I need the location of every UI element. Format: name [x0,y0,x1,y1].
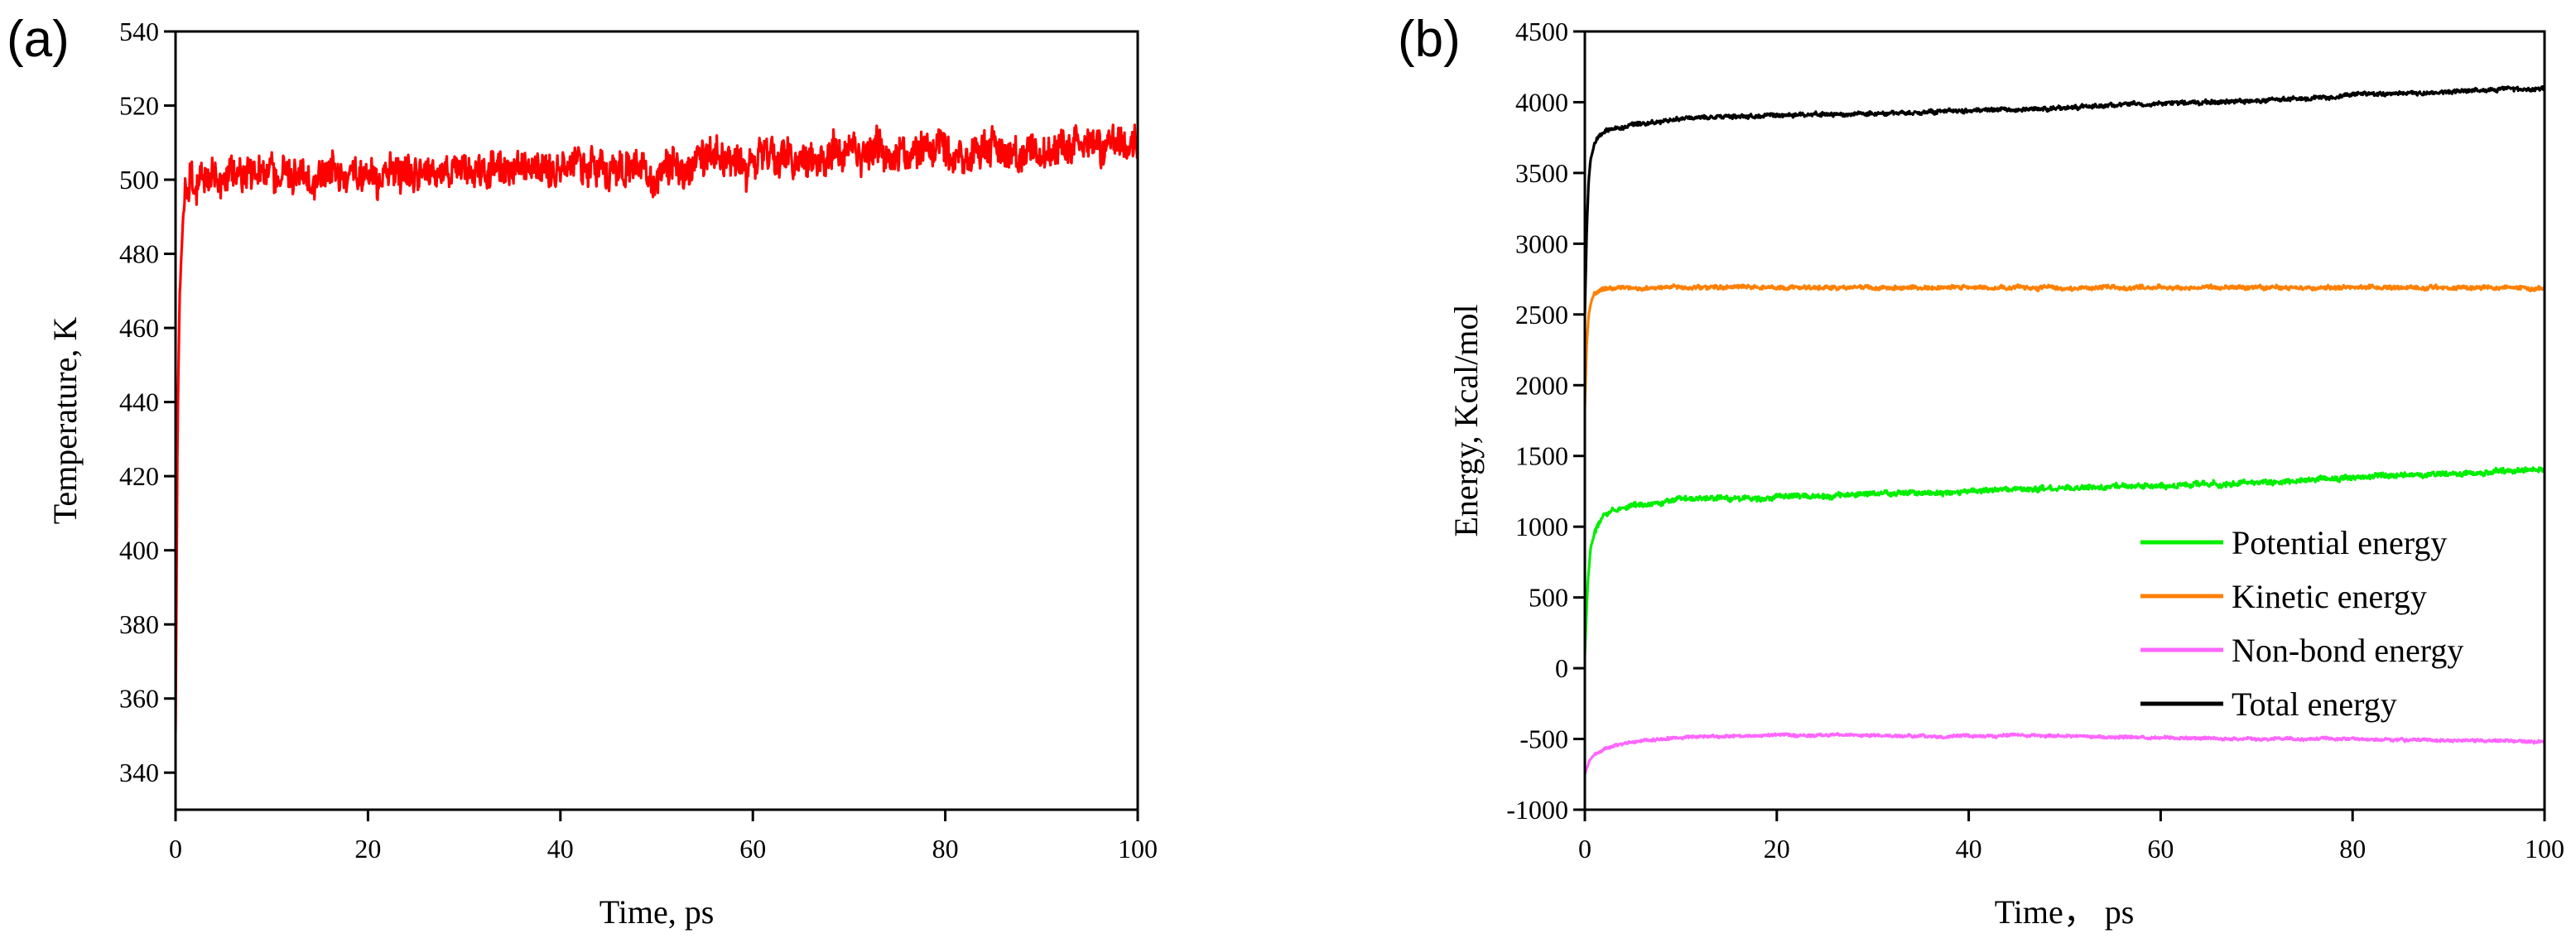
x-tick-label: 100 [1118,834,1158,864]
panel-a-y-ticks: 340 360 380 400 420 440 460 480 500 520 540 [119,17,176,787]
x-tick-label: 60 [2147,834,2174,864]
x-tick-label: 80 [932,834,959,864]
panel-a-plot-lines [176,123,1138,732]
y-tick-label: 500 [1529,583,1568,613]
panel-b-y-ticks: -1000 -500 0 500 1000 1500 2000 2500 3000 3500 400… [1506,17,1585,825]
y-tick-label: 340 [119,758,159,787]
legend-label: Total energy [2232,686,2397,723]
panel-a-label: (a) [7,11,70,68]
legend-label: Potential energy [2232,524,2447,561]
x-tick-label: 100 [2525,834,2564,864]
y-tick-label: 420 [119,461,159,491]
y-tick-label: 0 [1555,653,1568,683]
series-line-total-energy [1585,84,2545,315]
panel-a-x-axis-label: Time, ps [599,893,715,931]
y-tick-label: 360 [119,684,159,714]
x-tick-label: 40 [547,834,574,864]
y-tick-label: 3000 [1515,229,1568,258]
x-tick-label: 20 [354,834,381,864]
series-line-non-bond-energy [1585,732,2545,775]
x-tick-label: 40 [1956,834,1982,864]
panel-b: (b) 0 20 40 60 80 100 -1000 -500 0 500 1000 1500 20… [1398,11,2564,931]
y-tick-label: 540 [119,17,159,46]
y-tick-label: 2500 [1515,300,1568,330]
panel-a-x-ticks: 0 20 40 60 80 100 [169,810,1158,864]
y-tick-label: -1000 [1506,795,1568,825]
y-tick-label: 480 [119,239,159,269]
y-tick-label: 520 [119,91,159,121]
series-line-kinetic-energy [1585,283,2545,407]
y-tick-label: 1000 [1515,512,1568,541]
y-tick-label: 4500 [1515,17,1568,46]
x-tick-label: 0 [169,834,182,864]
panel-a-axes-frame [174,30,1139,811]
series-line-temperature [176,123,1138,732]
panel-b-x-ticks: 0 20 40 60 80 100 [1578,810,2564,864]
x-tick-label: 20 [1764,834,1790,864]
x-tick-label: 0 [1578,834,1591,864]
panel-b-y-axis-label: Energy, Kcal/mol [1447,304,1485,536]
y-tick-label: 440 [119,387,159,417]
y-tick-label: 4000 [1515,87,1568,117]
y-tick-label: 1500 [1515,441,1568,471]
y-tick-label: 400 [119,536,159,565]
y-tick-label: 3500 [1515,158,1568,188]
panel-b-plot-lines [1585,84,2545,775]
y-tick-label: 380 [119,609,159,639]
panel-a: (a) 0 20 40 60 80 100 340 360 380 400 420 440 460 48… [7,11,1158,931]
panel-b-label: (b) [1398,11,1461,68]
x-tick-label: 60 [739,834,766,864]
panel-b-axes-frame [1583,30,2546,811]
y-tick-label: 460 [119,313,159,343]
panel-b-legend: Potential energy Kinetic energy Non-bond e… [2140,524,2463,723]
y-tick-label: -500 [1519,724,1568,754]
y-tick-label: 500 [119,165,159,195]
series-line-potential-energy [1585,466,2545,655]
panel-b-x-axis-label: Time， ps [1995,893,2135,931]
panel-a-y-axis-label: Temperature, K [46,317,84,525]
legend-label: Non-bond energy [2232,632,2463,669]
x-tick-label: 80 [2339,834,2366,864]
legend-label: Kinetic energy [2232,578,2427,615]
y-tick-label: 2000 [1515,370,1568,400]
